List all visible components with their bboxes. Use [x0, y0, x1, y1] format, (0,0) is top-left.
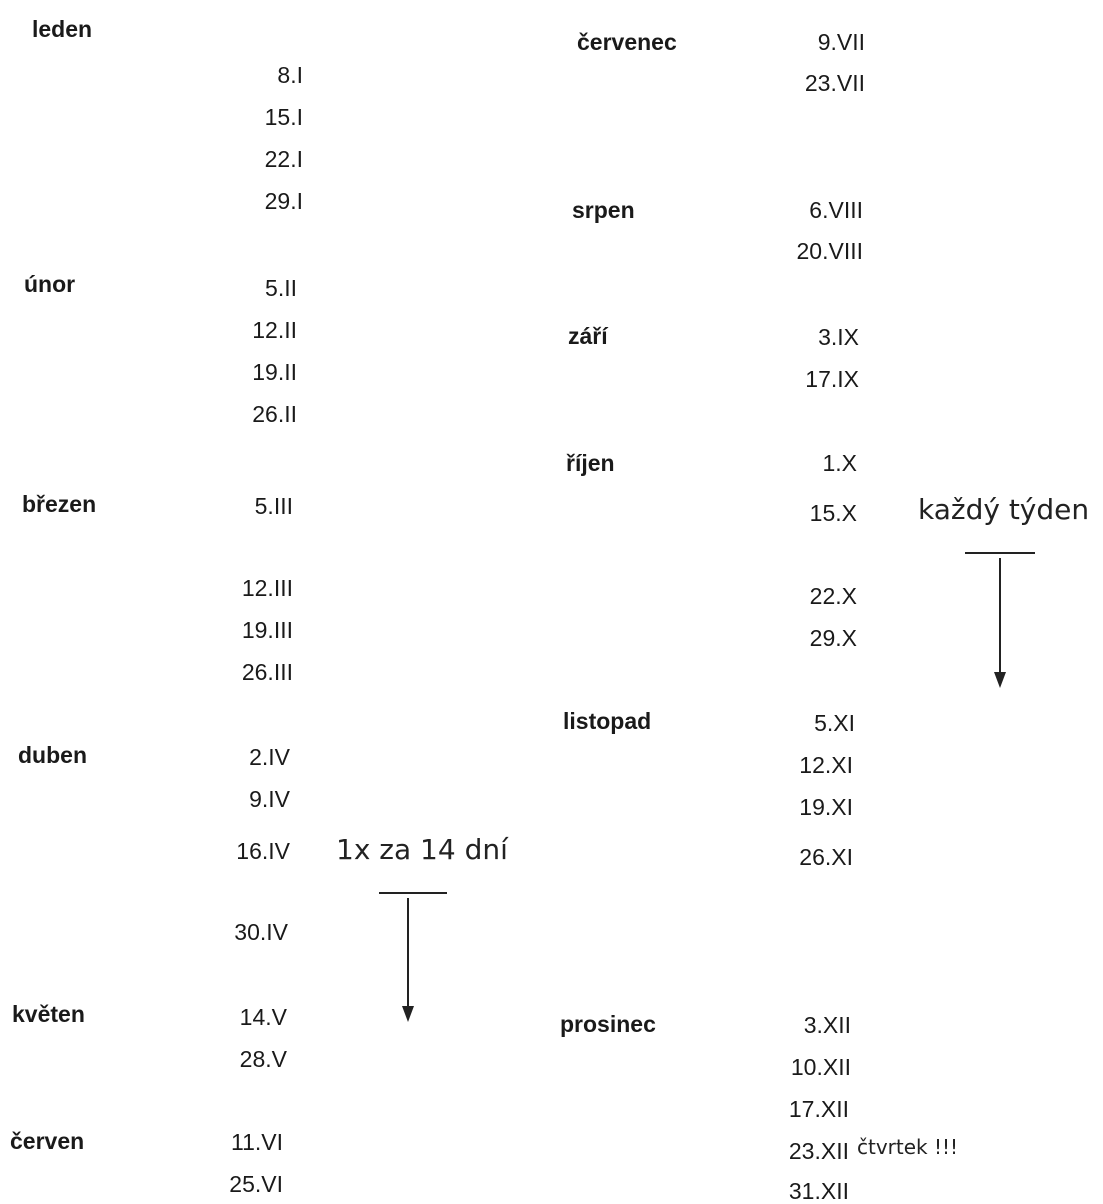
date-entry: 1.X — [822, 450, 857, 476]
date-entry: 26.III — [241, 659, 293, 685]
month-label-listopad: listopad — [563, 708, 652, 734]
note-weekly: každý týden — [918, 493, 1090, 526]
date-entry: 12.XI — [799, 752, 853, 778]
date-entry: 6.VIII — [809, 197, 863, 223]
date-entry: 22.I — [264, 146, 303, 172]
date-entry: 19.III — [241, 617, 293, 643]
month-label-prosinec: prosinec — [560, 1011, 656, 1037]
date-entry: 23.VII — [804, 70, 865, 96]
date-entry: 20.VIII — [796, 238, 863, 264]
down-arrow-head-icon — [402, 1006, 414, 1022]
date-entry: 29.I — [264, 188, 303, 214]
date-entry: 16.IV — [236, 838, 290, 864]
date-entry: 3.IX — [818, 324, 859, 350]
date-entry: 5.XI — [814, 710, 855, 736]
note-biweekly-underline — [379, 892, 447, 894]
month-label-leden: leden — [32, 16, 93, 42]
date-entry: 17.XII — [788, 1096, 849, 1122]
date-entry: 10.XII — [790, 1054, 851, 1080]
date-entry: 11.VI — [231, 1129, 283, 1155]
date-entry: 30.IV — [234, 919, 288, 945]
month-label-srpen: srpen — [572, 197, 635, 223]
date-entry: 12.II — [252, 317, 297, 343]
date-entry: 9.IV — [249, 786, 290, 812]
date-entry: 5.III — [254, 493, 293, 519]
down-arrow-head-icon — [994, 672, 1006, 688]
note-biweekly: 1x za 14 dní — [336, 833, 508, 866]
month-label-cerven: červen — [10, 1128, 85, 1154]
date-entry: 22.X — [809, 583, 857, 609]
month-label-cervenec: červenec — [577, 29, 677, 55]
month-label-duben: duben — [18, 742, 87, 768]
down-arrow-icon — [407, 898, 409, 1006]
date-entry: 8.I — [277, 62, 303, 88]
date-entry: 2.IV — [249, 744, 290, 770]
note-thursday: čtvrtek !!! — [857, 1135, 959, 1159]
down-arrow-icon — [999, 558, 1001, 672]
note-weekly-underline — [965, 552, 1035, 554]
date-entry: 19.XI — [799, 794, 853, 820]
month-label-kveten: květen — [12, 1001, 85, 1027]
date-entry: 26.XI — [799, 844, 853, 870]
date-entry: 19.II — [252, 359, 297, 385]
date-entry: 23.XII — [788, 1138, 849, 1164]
date-entry: 17.IX — [805, 366, 859, 392]
date-entry: 15.I — [264, 104, 303, 130]
date-entry: 28.V — [239, 1046, 287, 1072]
month-label-zari: září — [568, 323, 608, 349]
month-label-brezen: březen — [22, 491, 97, 517]
date-entry: 31.XII — [788, 1178, 849, 1204]
month-label-rijen: říjen — [566, 450, 615, 476]
date-entry: 5.II — [265, 275, 297, 301]
date-entry: 9.VII — [817, 29, 865, 55]
date-entry: 3.XII — [803, 1012, 851, 1038]
date-entry: 25.VI — [229, 1171, 283, 1197]
month-label-unor: únor — [24, 271, 76, 297]
date-entry: 15.X — [809, 500, 857, 526]
date-entry: 26.II — [252, 401, 297, 427]
date-entry: 12.III — [241, 575, 293, 601]
date-entry: 14.V — [239, 1004, 287, 1030]
date-entry: 29.X — [809, 625, 857, 651]
